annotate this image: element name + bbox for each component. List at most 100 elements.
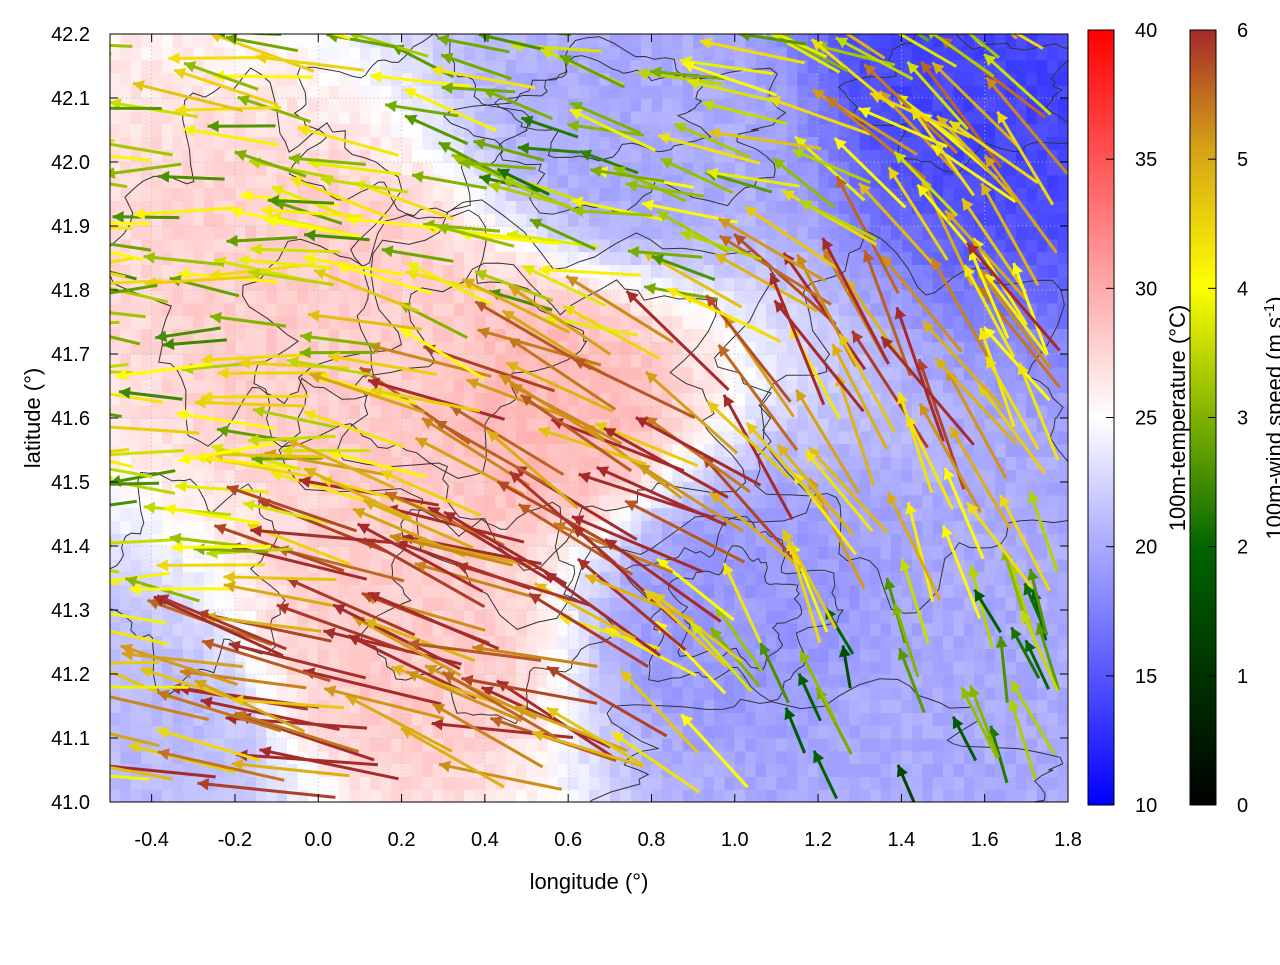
temperature-cell <box>797 72 808 85</box>
temperature-cell <box>120 341 131 354</box>
temperature-cell <box>464 482 475 495</box>
temperature-cell <box>287 636 298 649</box>
temperature-cell <box>131 239 142 252</box>
temperature-cell <box>381 47 392 60</box>
temperature-cell <box>214 597 225 610</box>
temperature-cell <box>797 712 808 725</box>
temperature-cell <box>860 610 871 623</box>
temperature-cell <box>766 623 777 636</box>
temperature-cell <box>402 136 413 149</box>
temperature-cell <box>933 725 944 738</box>
temperature-cell <box>339 47 350 60</box>
temperature-cell <box>672 303 683 316</box>
temperature-cell <box>162 520 173 533</box>
temperature-cell <box>308 72 319 85</box>
temperature-cell <box>818 533 829 546</box>
temperature-cell <box>724 700 735 713</box>
temperature-cell <box>277 277 288 290</box>
temperature-cell <box>933 764 944 777</box>
temperature-cell <box>568 776 579 789</box>
temperature-cell <box>360 738 371 751</box>
temperature-cell <box>641 328 652 341</box>
temperature-cell <box>547 444 558 457</box>
temperature-cell <box>193 418 204 431</box>
temperature-cell <box>516 738 527 751</box>
temperature-cell <box>308 392 319 405</box>
temperature-cell <box>620 354 631 367</box>
temperature-cell <box>245 469 256 482</box>
temperature-cell <box>381 111 392 124</box>
temperature-cell <box>287 738 298 751</box>
temperature-cell <box>589 303 600 316</box>
temperature-cell <box>475 341 486 354</box>
temperature-cell <box>204 789 215 802</box>
temperature-cell <box>652 520 663 533</box>
temperature-cell <box>183 290 194 303</box>
temperature-cell <box>849 85 860 98</box>
temperature-cell <box>766 597 777 610</box>
temperature-cell <box>339 584 350 597</box>
temperature-cell <box>787 85 798 98</box>
temperature-cell <box>849 316 860 329</box>
temperature-cell <box>527 252 538 265</box>
temperature-cell <box>266 290 277 303</box>
temperature-cell <box>943 789 954 802</box>
temperature-cell <box>839 751 850 764</box>
temperature-cell <box>173 226 184 239</box>
temperature-cell <box>204 213 215 226</box>
temperature-cell <box>829 226 840 239</box>
temperature-cell <box>235 162 246 175</box>
temperature-cell <box>475 316 486 329</box>
temperature-cell <box>152 354 163 367</box>
temperature-cell <box>860 661 871 674</box>
temperature-cell <box>766 495 777 508</box>
temperature-cell <box>922 239 933 252</box>
temperature-cell <box>568 85 579 98</box>
temperature-cell <box>214 789 225 802</box>
temperature-cell <box>391 136 402 149</box>
temperature-cell <box>131 687 142 700</box>
temperature-cell <box>599 252 610 265</box>
temperature-cell <box>183 188 194 201</box>
temperature-cell <box>620 316 631 329</box>
temperature-cell <box>235 597 246 610</box>
temperature-cell <box>141 303 152 316</box>
temperature-cell <box>672 687 683 700</box>
temperature-cell <box>724 367 735 380</box>
temperature-cell <box>922 738 933 751</box>
temperature-cell <box>568 213 579 226</box>
temperature-cell <box>350 431 361 444</box>
temperature-cell <box>350 328 361 341</box>
temperature-cell <box>225 661 236 674</box>
temperature-cell <box>808 124 819 137</box>
temperature-cell <box>318 290 329 303</box>
temperature-cell <box>829 674 840 687</box>
temperature-cell <box>443 482 454 495</box>
temperature-cell <box>152 456 163 469</box>
temperature-cell <box>933 751 944 764</box>
temperature-cell <box>495 60 506 73</box>
temperature-cell <box>922 661 933 674</box>
temperature-cell <box>162 213 173 226</box>
temperature-cell <box>943 764 954 777</box>
temperature-cell <box>693 149 704 162</box>
temperature-cell <box>766 636 777 649</box>
temperature-cell <box>860 546 871 559</box>
temperature-cell <box>870 149 881 162</box>
temperature-cell <box>318 764 329 777</box>
temperature-cell <box>141 712 152 725</box>
temperature-cell <box>579 456 590 469</box>
temperature-cell <box>652 776 663 789</box>
temperature-cell <box>214 776 225 789</box>
temperature-cell <box>933 712 944 725</box>
temperature-cell <box>704 700 715 713</box>
temperature-cell <box>922 674 933 687</box>
temperature-cell <box>641 85 652 98</box>
temperature-cell <box>568 482 579 495</box>
temperature-cell <box>547 213 558 226</box>
temperature-cell <box>422 751 433 764</box>
temperature-cell <box>370 98 381 111</box>
temperature-cell <box>610 149 621 162</box>
temperature-cell <box>214 584 225 597</box>
temperature-cell <box>350 188 361 201</box>
